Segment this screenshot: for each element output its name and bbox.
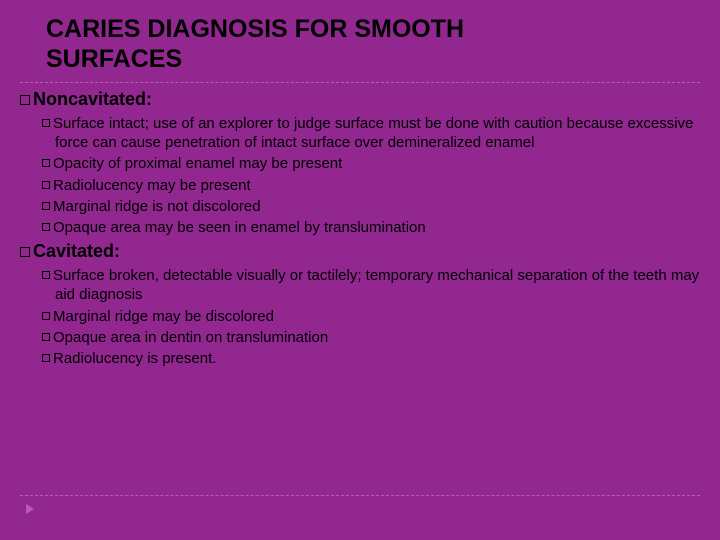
play-icon xyxy=(26,504,34,514)
slide-title: CARIES DIAGNOSIS FOR SMOOTH SURFACES xyxy=(46,14,700,74)
list-item: Surface broken, detectable visually or t… xyxy=(42,266,700,304)
list-item: Radiolucency is present. xyxy=(42,349,700,368)
checkbox-icon xyxy=(42,119,50,127)
section-heading: Cavitated: xyxy=(20,241,700,262)
checkbox-icon xyxy=(42,333,50,341)
checkbox-icon xyxy=(42,202,50,210)
list-item: Marginal ridge is not discolored xyxy=(42,197,700,216)
divider-bottom xyxy=(20,495,700,496)
list-item: Opaque area may be seen in enamel by tra… xyxy=(42,218,700,237)
checkbox-icon xyxy=(42,271,50,279)
bullet-text: Marginal ridge may be discolored xyxy=(53,308,274,325)
checkbox-icon xyxy=(42,354,50,362)
list-item: Opaque area in dentin on translumination xyxy=(42,328,700,347)
slide: CARIES DIAGNOSIS FOR SMOOTH SURFACES Non… xyxy=(0,0,720,368)
section-heading: Noncavitated: xyxy=(20,89,700,110)
title-line-1: CARIES DIAGNOSIS FOR SMOOTH xyxy=(46,15,464,43)
checkbox-icon xyxy=(42,181,50,189)
heading-text: Cavitated: xyxy=(33,241,120,261)
bullet-text: Surface broken, detectable visually or t… xyxy=(53,267,699,303)
bullet-text: Radiolucency may be present xyxy=(53,177,251,194)
bullet-text: Opaque area in dentin on translumination xyxy=(53,329,328,346)
list-item: Opacity of proximal enamel may be presen… xyxy=(42,154,700,173)
title-line-2: SURFACES xyxy=(46,45,182,73)
checkbox-icon xyxy=(42,312,50,320)
bullet-text: Opaque area may be seen in enamel by tra… xyxy=(53,219,426,236)
list-item: Surface intact; use of an explorer to ju… xyxy=(42,114,700,152)
bullet-text: Radiolucency is present. xyxy=(53,350,216,367)
bullet-text: Surface intact; use of an explorer to ju… xyxy=(53,115,693,151)
bullet-text: Marginal ridge is not discolored xyxy=(53,198,261,215)
section-noncavitated: Noncavitated: Surface intact; use of an … xyxy=(20,89,700,237)
list-item: Marginal ridge may be discolored xyxy=(42,307,700,326)
checkbox-icon xyxy=(20,95,30,105)
list-item: Radiolucency may be present xyxy=(42,176,700,195)
checkbox-icon xyxy=(42,223,50,231)
heading-text: Noncavitated: xyxy=(33,89,152,109)
bullet-list: Surface broken, detectable visually or t… xyxy=(42,266,700,368)
bullet-text: Opacity of proximal enamel may be presen… xyxy=(53,155,342,172)
bullet-list: Surface intact; use of an explorer to ju… xyxy=(42,114,700,237)
checkbox-icon xyxy=(20,247,30,257)
checkbox-icon xyxy=(42,159,50,167)
divider-top xyxy=(20,82,700,83)
section-cavitated: Cavitated: Surface broken, detectable vi… xyxy=(20,241,700,368)
